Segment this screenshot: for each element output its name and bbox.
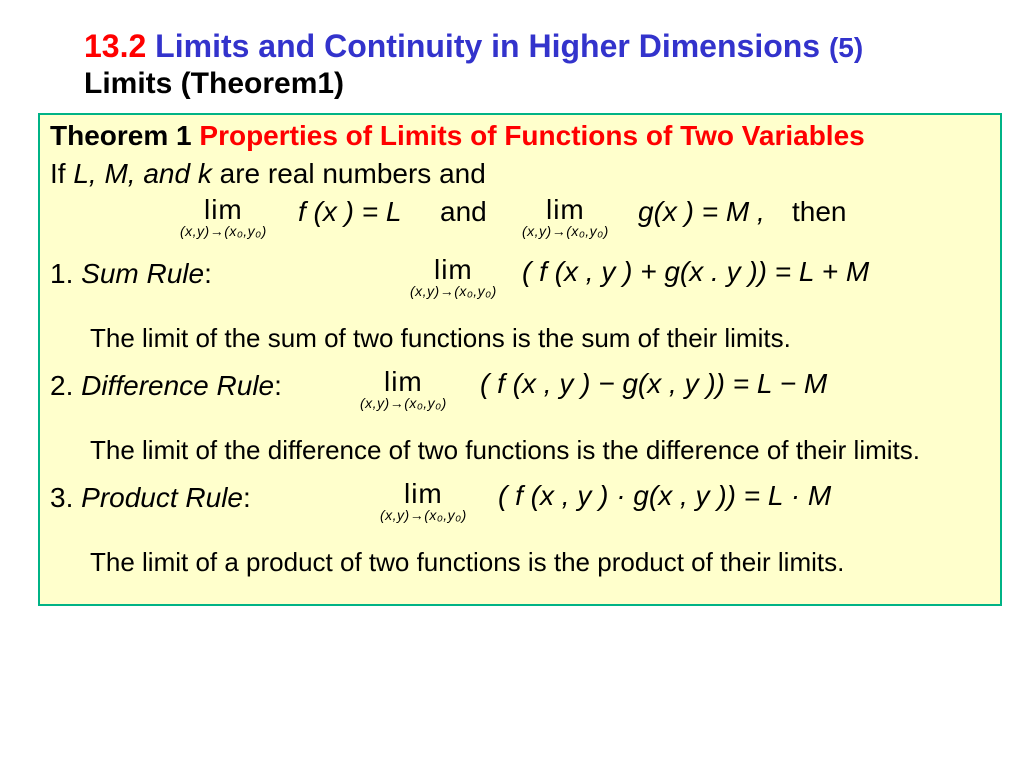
section-number: 13.2 xyxy=(84,28,146,64)
rule-num: 3. xyxy=(50,482,73,513)
rule-name: Sum Rule xyxy=(81,258,204,289)
theorem-label: Theorem 1 xyxy=(50,120,192,151)
slide: 13.2 Limits and Continuity in Higher Dim… xyxy=(0,0,1024,768)
lim-word: lim xyxy=(180,196,267,224)
rule-explain: The limit of the sum of two functions is… xyxy=(90,318,990,358)
rule-colon: : xyxy=(204,258,212,289)
page-marker: (5) xyxy=(829,32,863,63)
rule-colon: : xyxy=(274,370,282,401)
header-subtitle: Limits (Theorem1) xyxy=(84,67,986,101)
rule-row-product: 3. Product Rule: lim (x,y)→(x₀,y₀) ( f (… xyxy=(50,476,990,538)
rule-num: 1. xyxy=(50,258,73,289)
limit-block: lim (x,y)→(x₀,y₀) xyxy=(410,256,497,298)
theorem-title: Properties of Limits of Functions of Two… xyxy=(199,120,864,151)
and-word: and xyxy=(440,196,487,228)
lim-subscript: (x,y)→(x₀,y₀) xyxy=(360,396,447,410)
limit-block-g: lim (x,y)→(x₀,y₀) xyxy=(522,196,609,238)
slide-header: 13.2 Limits and Continuity in Higher Dim… xyxy=(0,0,1024,107)
theorem-premise: If L, M, and k are real numbers and xyxy=(50,158,990,190)
lim-word: lim xyxy=(380,480,467,508)
premise-lead: If xyxy=(50,158,73,189)
lim-subscript: (x,y)→(x₀,y₀) xyxy=(380,508,467,522)
lim-subscript: (x,y)→(x₀,y₀) xyxy=(180,224,267,238)
rule-num: 2. xyxy=(50,370,73,401)
rule-row-sum: 1. Sum Rule: lim (x,y)→(x₀,y₀) ( f (x , … xyxy=(50,252,990,314)
rule-label: 3. Product Rule: xyxy=(50,484,251,512)
theorem-header: Theorem 1 Properties of Limits of Functi… xyxy=(50,121,990,152)
premise-equation: lim (x,y)→(x₀,y₀) f (x ) = L and lim (x,… xyxy=(50,192,990,252)
eq-f: f (x ) = L xyxy=(298,196,401,228)
then-word: then xyxy=(792,196,847,228)
premise-tail: are real numbers and xyxy=(212,158,486,189)
lim-word: lim xyxy=(410,256,497,284)
lim-subscript: (x,y)→(x₀,y₀) xyxy=(522,224,609,238)
rule-name: Difference Rule xyxy=(81,370,274,401)
limit-block: lim (x,y)→(x₀,y₀) xyxy=(360,368,447,410)
lim-subscript: (x,y)→(x₀,y₀) xyxy=(410,284,497,298)
rule-expr: ( f (x , y ) + g(x . y )) = L + M xyxy=(522,258,869,286)
rule-row-difference: 2. Difference Rule: lim (x,y)→(x₀,y₀) ( … xyxy=(50,364,990,426)
premise-vars: L, M, and k xyxy=(73,158,212,189)
limit-block-f: lim (x,y)→(x₀,y₀) xyxy=(180,196,267,238)
rule-colon: : xyxy=(243,482,251,513)
eq-g: g(x ) = M , xyxy=(638,196,765,228)
rule-label: 1. Sum Rule: xyxy=(50,260,212,288)
rule-name: Product Rule xyxy=(81,482,243,513)
lim-word: lim xyxy=(522,196,609,224)
rule-label: 2. Difference Rule: xyxy=(50,372,282,400)
rule-expr: ( f (x , y ) − g(x , y )) = L − M xyxy=(480,370,827,398)
section-title: Limits and Continuity in Higher Dimensio… xyxy=(155,28,820,64)
rule-expr: ( f (x , y ) · g(x , y )) = L · M xyxy=(498,482,831,510)
rule-explain: The limit of the difference of two funct… xyxy=(90,430,990,470)
limit-block: lim (x,y)→(x₀,y₀) xyxy=(380,480,467,522)
theorem-box: Theorem 1 Properties of Limits of Functi… xyxy=(38,113,1002,607)
rule-explain: The limit of a product of two functions … xyxy=(90,542,990,582)
lim-word: lim xyxy=(360,368,447,396)
header-line1: 13.2 Limits and Continuity in Higher Dim… xyxy=(84,28,986,65)
